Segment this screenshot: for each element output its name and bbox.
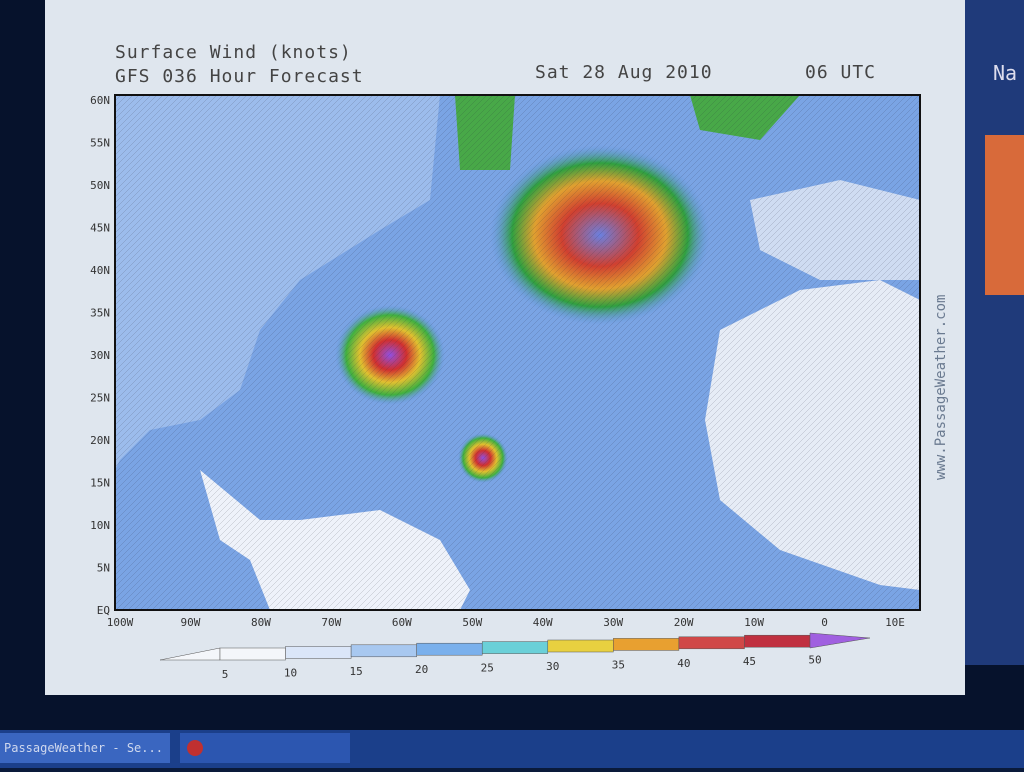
side-heading: Na [993, 61, 1017, 85]
colorbar-segment [744, 634, 811, 648]
colorbar-segment [481, 641, 549, 654]
lon-label: 80W [251, 616, 271, 629]
lon-label: 10W [744, 616, 764, 629]
map-title: Surface Wind (knots) [115, 42, 352, 63]
app-icon [187, 740, 203, 756]
wind-barbs [115, 95, 920, 610]
taskbar-button[interactable] [180, 733, 350, 763]
colorbar-segment [219, 647, 286, 661]
colorbar-label: 10 [284, 666, 297, 679]
colorbar-end [809, 632, 871, 649]
colorbar-segments [219, 634, 811, 661]
taskbar [0, 730, 1024, 768]
lat-axis: 60N 55N 50N 45N 40N 35N 30N 25N 20N 15N 10N 5N EQ [90, 94, 110, 617]
map: 60N 55N 50N 45N 40N 35N 30N 25N 20N 15N 10N 5N EQ 10… [90, 94, 921, 629]
colorbar-label: 20 [415, 663, 428, 676]
colorbar-label: 25 [481, 662, 494, 675]
colorbar-segment [285, 646, 352, 659]
lat-label: 60N [90, 94, 110, 107]
lon-label: 10E [885, 616, 905, 629]
colorbar-segment [678, 636, 745, 650]
map-frame [114, 94, 921, 611]
watermark: www.PassageWeather.com [933, 295, 949, 480]
map-date: Sat 28 Aug 2010 [535, 62, 713, 83]
map-time: 06 UTC [805, 62, 876, 83]
lon-label: 30W [603, 616, 623, 629]
colorbar-label: 40 [677, 657, 690, 670]
lat-label: 55N [90, 137, 110, 150]
lat-label: 45N [90, 222, 110, 235]
colorbar-label: 30 [546, 660, 559, 673]
taskbar-label[interactable]: PassageWeather - Se... [4, 741, 163, 755]
lon-label: 100W [107, 616, 134, 629]
lon-label: 40W [533, 616, 553, 629]
lon-axis: 100W 90W 80W 70W 60W 50W 40W 30W 20W 10W 0 10E [107, 616, 905, 629]
colorbar-label: 5 [222, 668, 229, 681]
lon-label: 60W [392, 616, 412, 629]
lat-label: EQ [97, 604, 110, 617]
colorbar-labels: 5 10 15 20 25 30 35 40 45 50 [222, 654, 822, 681]
lat-label: 40N [90, 264, 110, 277]
lon-label: 50W [462, 616, 482, 629]
colorbar: 5 10 15 20 25 30 35 40 45 50 [159, 632, 871, 681]
side-ad [985, 135, 1024, 295]
lat-label: 10N [90, 519, 110, 532]
colorbar-segment [416, 642, 483, 656]
lon-label: 0 [821, 616, 828, 629]
lat-label: 35N [90, 307, 110, 320]
lat-label: 50N [90, 179, 110, 192]
lat-label: 25N [90, 392, 110, 405]
colorbar-segment [613, 638, 680, 651]
lon-label: 70W [321, 616, 341, 629]
lat-label: 15N [90, 477, 110, 490]
lat-label: 5N [97, 562, 110, 575]
lon-label: 20W [674, 616, 694, 629]
lon-label: 90W [181, 616, 201, 629]
lat-label: 20N [90, 434, 110, 447]
colorbar-label: 35 [612, 658, 625, 671]
side-panel [965, 0, 1024, 665]
lat-label: 30N [90, 349, 110, 362]
colorbar-label: 45 [743, 655, 756, 668]
colorbar-label: 15 [349, 665, 362, 678]
taskbar-button[interactable] [0, 733, 170, 763]
colorbar-label: 50 [808, 654, 821, 667]
colorbar-segment [350, 644, 417, 658]
colorbar-segment [547, 639, 614, 653]
map-subtitle: GFS 036 Hour Forecast [115, 66, 364, 87]
